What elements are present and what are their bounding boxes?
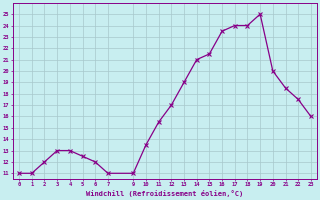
X-axis label: Windchill (Refroidissement éolien,°C): Windchill (Refroidissement éolien,°C) [86, 190, 244, 197]
